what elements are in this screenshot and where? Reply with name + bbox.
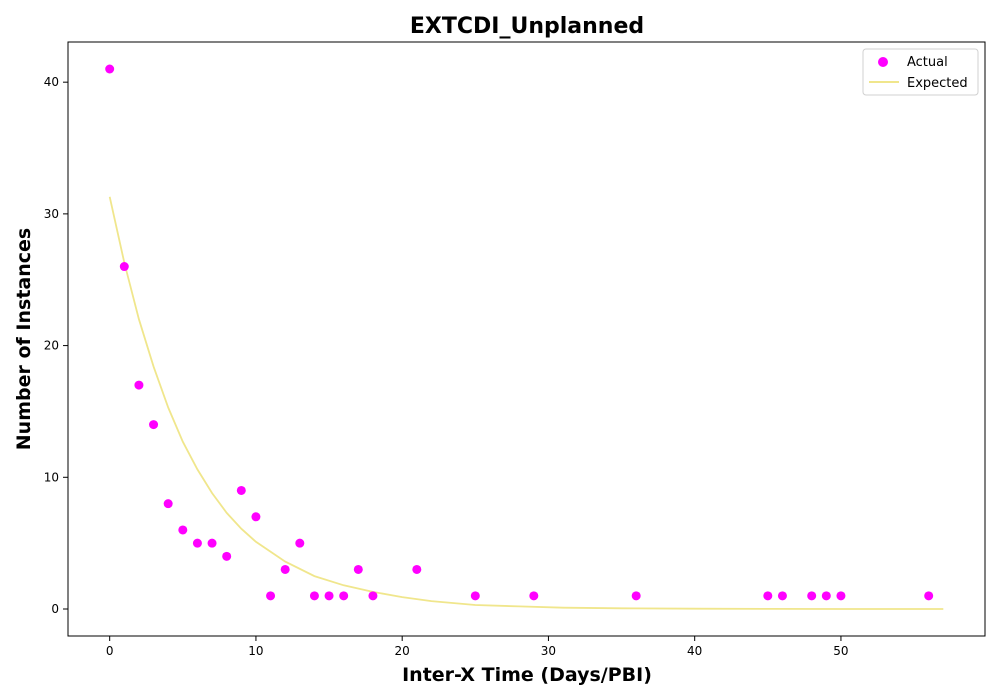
actual-point [353, 564, 363, 574]
actual-point [470, 591, 480, 601]
y-tick-label: 20 [44, 339, 59, 353]
actual-point [529, 591, 539, 601]
y-tick-label: 0 [51, 602, 59, 616]
actual-point [149, 420, 159, 430]
actual-point [777, 591, 787, 601]
x-tick-label: 30 [541, 644, 556, 658]
actual-point [631, 591, 641, 601]
actual-point [178, 525, 188, 535]
actual-point [763, 591, 773, 601]
actual-point [236, 485, 246, 495]
actual-point [309, 591, 319, 601]
actual-point [295, 538, 305, 548]
actual-point [134, 380, 144, 390]
chart-title: EXTCDI_Unplanned [410, 14, 644, 39]
legend-actual-marker [878, 57, 888, 67]
actual-point [368, 591, 378, 601]
actual-point [251, 512, 261, 522]
actual-point [192, 538, 202, 548]
legend-expected-label: Expected [907, 76, 968, 91]
actual-point [821, 591, 831, 601]
actual-point [163, 499, 173, 509]
plot-area: 0 10 20 30 40 50 0 10 20 30 40 [44, 41, 986, 658]
x-axis-label: Inter-X Time (Days/PBI) [402, 664, 652, 686]
legend: Actual Expected [862, 48, 979, 96]
y-axis-label: Number of Instances [13, 228, 35, 450]
x-tick-label: 40 [687, 644, 702, 658]
x-tick-label: 0 [106, 644, 114, 658]
actual-point [924, 591, 934, 601]
actual-point [339, 591, 349, 601]
actual-point [412, 564, 422, 574]
actual-point [119, 262, 129, 272]
y-tick-label: 10 [44, 470, 59, 484]
actual-point [807, 591, 817, 601]
actual-point [105, 64, 115, 74]
y-tick-label: 40 [44, 75, 59, 89]
expected-curve [108, 196, 944, 610]
legend-box [862, 48, 979, 96]
x-tick-label: 50 [833, 644, 848, 658]
x-tick-label: 10 [248, 644, 263, 658]
x-tick-label: 20 [395, 644, 410, 658]
plot-frame [67, 41, 986, 637]
actual-point [266, 591, 276, 601]
legend-actual-label: Actual [907, 55, 948, 70]
actual-point [280, 564, 290, 574]
actual-point [324, 591, 334, 601]
actual-point [836, 591, 846, 601]
actual-point [222, 551, 232, 561]
actual-point [207, 538, 217, 548]
y-tick-label: 30 [44, 207, 59, 221]
